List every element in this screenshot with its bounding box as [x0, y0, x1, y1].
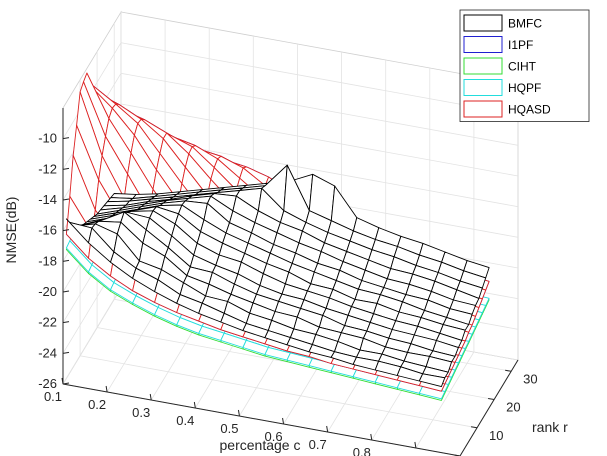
x-axis-label: percentage c	[220, 437, 301, 453]
x-tick-mark	[149, 393, 152, 401]
z-tick-mark	[62, 229, 70, 232]
x-tick-mark	[193, 401, 196, 409]
y-tick-mark	[470, 426, 478, 429]
x-tick-mark	[326, 425, 329, 433]
z-tick-mark	[62, 351, 70, 354]
legend-swatch-bmfc	[463, 14, 503, 32]
surfaces	[65, 72, 490, 401]
z-tick-mark	[62, 137, 70, 140]
axes	[62, 108, 519, 456]
x-axis-line	[62, 383, 461, 456]
x-tick-label: 0.9	[397, 453, 415, 456]
x-tick-label: 0.3	[132, 405, 150, 420]
x-tick-label: 0.8	[353, 445, 371, 456]
y-tick-label: 10	[489, 428, 503, 443]
z-tick-label: -12	[38, 161, 57, 176]
z-tick-mark	[62, 198, 70, 201]
x-grid-line	[415, 76, 475, 449]
y-tick-label: 30	[523, 371, 537, 386]
legend-label-i1pf: I1PF	[508, 38, 533, 52]
z-tick-mark	[62, 290, 70, 293]
x-tick-label: 0.7	[309, 437, 327, 452]
z-tick-mark	[62, 321, 70, 324]
z-tick-label: -22	[38, 315, 57, 330]
legend-label-ciht: CIHT	[508, 60, 537, 74]
x-tick-mark	[282, 417, 285, 425]
legend-swatch-hqasd	[463, 100, 503, 118]
legend: BMFC I1PF CIHT HQPF HQASD	[459, 9, 590, 122]
z-tick-mark	[62, 259, 70, 262]
z-tick-label: -20	[38, 284, 57, 299]
legend-label-hqpf: HQPF	[508, 81, 541, 95]
legend-label-bmfc: BMFC	[508, 17, 542, 31]
z-tick-label: -10	[38, 131, 57, 146]
y-axis-line	[459, 359, 519, 456]
x-tick-label: 0.2	[88, 397, 106, 412]
surface-bmfc	[65, 164, 490, 388]
z-tick-mark	[62, 382, 70, 385]
y-tick-label: 20	[506, 400, 520, 415]
legend-label-hqasd: HQASD	[508, 103, 551, 117]
x-tick-mark	[61, 377, 64, 385]
legend-swatch-hqpf	[463, 79, 503, 96]
x-tick-label: 0.1	[44, 389, 62, 404]
y-tick-mark	[505, 369, 512, 372]
z-tick-label: -24	[38, 345, 57, 360]
legend-swatch-i1pf	[463, 36, 503, 53]
mesh-cell	[418, 373, 446, 388]
mesh-cell	[418, 385, 446, 400]
x-tick-label: 0.5	[220, 421, 238, 436]
z-tick-label: -16	[38, 223, 57, 238]
z-tick-label: -18	[38, 253, 57, 268]
z-tick-label: -14	[38, 192, 57, 207]
z-axis-label: NMSE(dB)	[3, 197, 19, 264]
x-tick-mark	[414, 441, 417, 449]
x-tick-label: 0.6	[265, 429, 283, 444]
y-axis-label: rank r	[532, 419, 568, 435]
legend-swatch-ciht	[463, 57, 503, 75]
z-tick-mark	[62, 167, 70, 170]
y-tick-mark	[488, 398, 495, 401]
tick-labels: -26 -24 -22 -20 -18 -16 -14 -12 -10 0.1 0.2 0.3 0.4 0…	[38, 131, 538, 456]
x-tick-mark	[370, 433, 373, 441]
x-tick-mark	[237, 409, 240, 417]
x-tick-mark	[105, 385, 108, 393]
z-tick-label: -26	[38, 376, 57, 391]
x-tick-label: 0.4	[176, 413, 194, 428]
